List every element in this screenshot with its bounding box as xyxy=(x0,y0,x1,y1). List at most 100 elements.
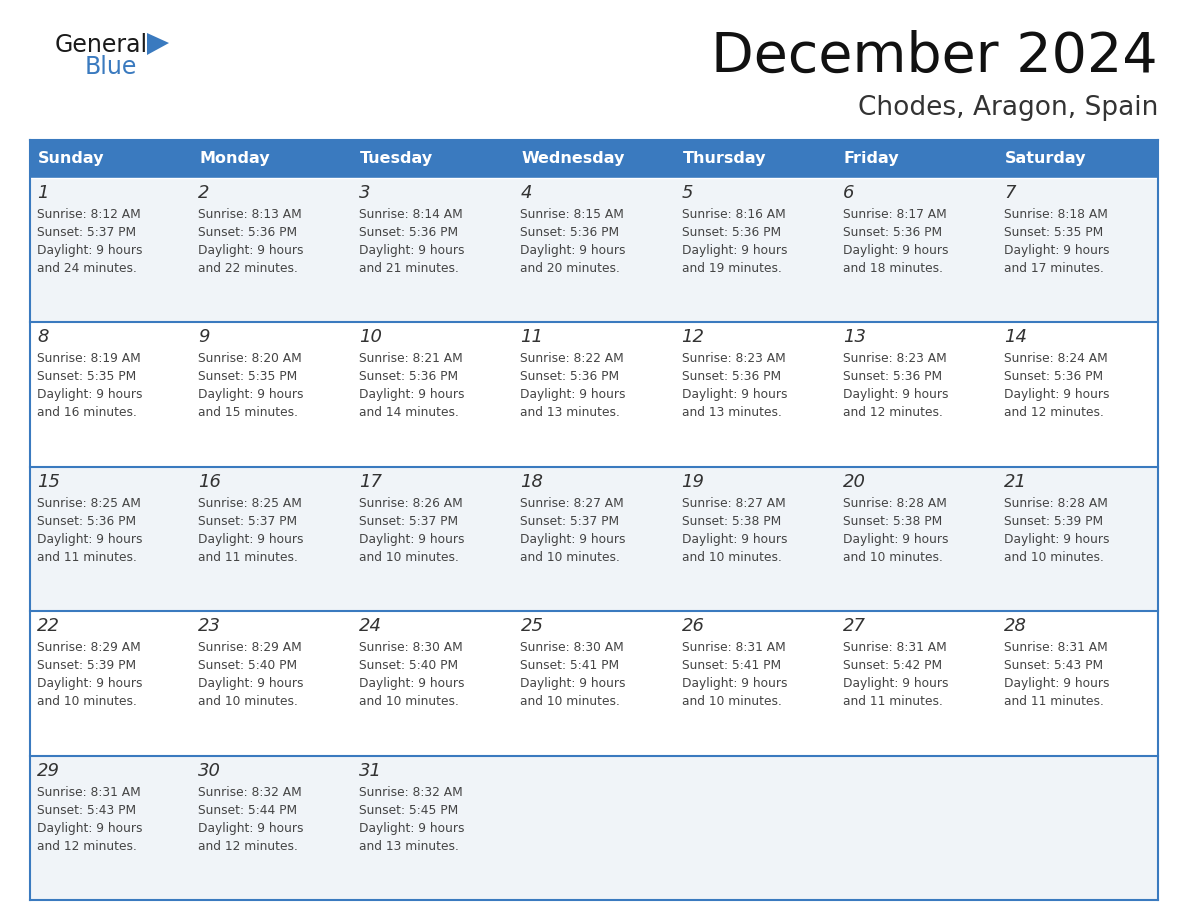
Text: 31: 31 xyxy=(359,762,383,779)
Text: Sunset: 5:38 PM: Sunset: 5:38 PM xyxy=(842,515,942,528)
Text: Sunrise: 8:21 AM: Sunrise: 8:21 AM xyxy=(359,353,463,365)
Text: Daylight: 9 hours: Daylight: 9 hours xyxy=(682,388,788,401)
Text: Sunset: 5:36 PM: Sunset: 5:36 PM xyxy=(842,370,942,384)
Text: and 15 minutes.: and 15 minutes. xyxy=(198,407,298,420)
Text: Daylight: 9 hours: Daylight: 9 hours xyxy=(359,388,465,401)
Text: 29: 29 xyxy=(37,762,61,779)
Text: and 11 minutes.: and 11 minutes. xyxy=(1004,695,1104,708)
Text: 12: 12 xyxy=(682,329,704,346)
Text: Sunrise: 8:17 AM: Sunrise: 8:17 AM xyxy=(842,208,947,221)
Text: Daylight: 9 hours: Daylight: 9 hours xyxy=(1004,244,1110,257)
Text: Daylight: 9 hours: Daylight: 9 hours xyxy=(37,244,143,257)
Text: Daylight: 9 hours: Daylight: 9 hours xyxy=(37,532,143,546)
Text: Daylight: 9 hours: Daylight: 9 hours xyxy=(842,532,948,546)
Text: 17: 17 xyxy=(359,473,383,491)
Text: 9: 9 xyxy=(198,329,209,346)
Text: and 10 minutes.: and 10 minutes. xyxy=(198,695,298,708)
Text: and 10 minutes.: and 10 minutes. xyxy=(37,695,137,708)
Text: 6: 6 xyxy=(842,184,854,202)
Text: Sunrise: 8:30 AM: Sunrise: 8:30 AM xyxy=(520,641,624,655)
Text: Sunset: 5:36 PM: Sunset: 5:36 PM xyxy=(842,226,942,239)
Text: Sunday: Sunday xyxy=(38,151,105,166)
Text: Sunset: 5:37 PM: Sunset: 5:37 PM xyxy=(520,515,620,528)
Text: Monday: Monday xyxy=(200,151,270,166)
Text: Sunset: 5:36 PM: Sunset: 5:36 PM xyxy=(359,370,459,384)
Text: Friday: Friday xyxy=(843,151,899,166)
Polygon shape xyxy=(147,33,169,55)
Text: 30: 30 xyxy=(198,762,221,779)
Text: Sunset: 5:37 PM: Sunset: 5:37 PM xyxy=(37,226,137,239)
Text: Daylight: 9 hours: Daylight: 9 hours xyxy=(842,677,948,690)
Text: Sunrise: 8:22 AM: Sunrise: 8:22 AM xyxy=(520,353,624,365)
Text: Chodes, Aragon, Spain: Chodes, Aragon, Spain xyxy=(858,95,1158,121)
Text: Sunset: 5:35 PM: Sunset: 5:35 PM xyxy=(198,370,297,384)
Text: Sunrise: 8:32 AM: Sunrise: 8:32 AM xyxy=(198,786,302,799)
Text: Daylight: 9 hours: Daylight: 9 hours xyxy=(682,677,788,690)
Text: and 11 minutes.: and 11 minutes. xyxy=(198,551,298,564)
Text: Sunrise: 8:29 AM: Sunrise: 8:29 AM xyxy=(37,641,140,655)
Text: Sunrise: 8:15 AM: Sunrise: 8:15 AM xyxy=(520,208,625,221)
Text: and 24 minutes.: and 24 minutes. xyxy=(37,262,137,275)
Text: and 22 minutes.: and 22 minutes. xyxy=(198,262,298,275)
Bar xyxy=(30,466,1158,611)
Text: and 10 minutes.: and 10 minutes. xyxy=(842,551,942,564)
Text: 24: 24 xyxy=(359,617,383,635)
Text: Daylight: 9 hours: Daylight: 9 hours xyxy=(520,532,626,546)
Bar xyxy=(30,611,1158,756)
Text: 11: 11 xyxy=(520,329,543,346)
Text: Sunset: 5:37 PM: Sunset: 5:37 PM xyxy=(198,515,297,528)
Text: Sunset: 5:36 PM: Sunset: 5:36 PM xyxy=(520,226,620,239)
Text: Sunset: 5:41 PM: Sunset: 5:41 PM xyxy=(520,659,620,672)
Text: Sunset: 5:40 PM: Sunset: 5:40 PM xyxy=(359,659,459,672)
Text: and 10 minutes.: and 10 minutes. xyxy=(359,695,459,708)
Text: and 16 minutes.: and 16 minutes. xyxy=(37,407,137,420)
Text: 3: 3 xyxy=(359,184,371,202)
Bar xyxy=(675,140,835,178)
Text: 4: 4 xyxy=(520,184,532,202)
Bar xyxy=(30,178,1158,322)
Text: Sunrise: 8:23 AM: Sunrise: 8:23 AM xyxy=(842,353,947,365)
Text: Sunrise: 8:25 AM: Sunrise: 8:25 AM xyxy=(37,497,141,509)
Text: Sunrise: 8:20 AM: Sunrise: 8:20 AM xyxy=(198,353,302,365)
Text: Daylight: 9 hours: Daylight: 9 hours xyxy=(520,677,626,690)
Text: and 10 minutes.: and 10 minutes. xyxy=(682,695,782,708)
Text: Sunrise: 8:31 AM: Sunrise: 8:31 AM xyxy=(37,786,140,799)
Text: Sunset: 5:35 PM: Sunset: 5:35 PM xyxy=(1004,226,1104,239)
Text: and 14 minutes.: and 14 minutes. xyxy=(359,407,459,420)
Text: and 10 minutes.: and 10 minutes. xyxy=(520,695,620,708)
Text: Sunset: 5:39 PM: Sunset: 5:39 PM xyxy=(1004,515,1102,528)
Text: 7: 7 xyxy=(1004,184,1016,202)
Text: 19: 19 xyxy=(682,473,704,491)
Text: and 10 minutes.: and 10 minutes. xyxy=(1004,551,1104,564)
Text: 27: 27 xyxy=(842,617,866,635)
Text: Daylight: 9 hours: Daylight: 9 hours xyxy=(37,677,143,690)
Text: Sunset: 5:41 PM: Sunset: 5:41 PM xyxy=(682,659,781,672)
Text: Sunrise: 8:27 AM: Sunrise: 8:27 AM xyxy=(520,497,624,509)
Text: Sunrise: 8:27 AM: Sunrise: 8:27 AM xyxy=(682,497,785,509)
Text: 10: 10 xyxy=(359,329,383,346)
Text: Sunrise: 8:25 AM: Sunrise: 8:25 AM xyxy=(198,497,302,509)
Text: Sunrise: 8:29 AM: Sunrise: 8:29 AM xyxy=(198,641,302,655)
Bar xyxy=(835,140,997,178)
Text: 26: 26 xyxy=(682,617,704,635)
Text: Sunrise: 8:13 AM: Sunrise: 8:13 AM xyxy=(198,208,302,221)
Text: Daylight: 9 hours: Daylight: 9 hours xyxy=(37,822,143,834)
Text: Sunset: 5:39 PM: Sunset: 5:39 PM xyxy=(37,659,137,672)
Text: Sunrise: 8:19 AM: Sunrise: 8:19 AM xyxy=(37,353,140,365)
Bar xyxy=(513,140,675,178)
Text: Daylight: 9 hours: Daylight: 9 hours xyxy=(198,532,304,546)
Text: 2: 2 xyxy=(198,184,209,202)
Text: Sunrise: 8:28 AM: Sunrise: 8:28 AM xyxy=(1004,497,1107,509)
Bar xyxy=(191,140,353,178)
Text: Sunrise: 8:30 AM: Sunrise: 8:30 AM xyxy=(359,641,463,655)
Text: Saturday: Saturday xyxy=(1005,151,1086,166)
Text: 23: 23 xyxy=(198,617,221,635)
Text: Daylight: 9 hours: Daylight: 9 hours xyxy=(37,388,143,401)
Bar xyxy=(30,140,191,178)
Text: Daylight: 9 hours: Daylight: 9 hours xyxy=(198,388,304,401)
Text: and 20 minutes.: and 20 minutes. xyxy=(520,262,620,275)
Text: Sunset: 5:36 PM: Sunset: 5:36 PM xyxy=(682,226,781,239)
Text: Daylight: 9 hours: Daylight: 9 hours xyxy=(359,677,465,690)
Text: Sunrise: 8:16 AM: Sunrise: 8:16 AM xyxy=(682,208,785,221)
Text: 21: 21 xyxy=(1004,473,1026,491)
